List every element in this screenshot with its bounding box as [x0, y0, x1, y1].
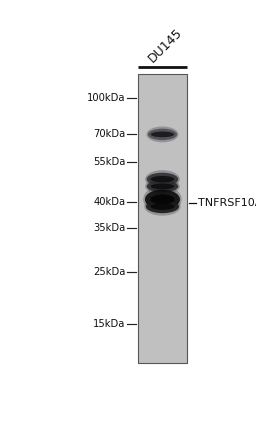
Text: 70kDa: 70kDa — [93, 129, 126, 139]
Text: 15kDa: 15kDa — [93, 319, 126, 329]
Text: 55kDa: 55kDa — [93, 157, 126, 167]
Ellipse shape — [151, 176, 174, 182]
Text: 35kDa: 35kDa — [93, 223, 126, 233]
Ellipse shape — [145, 170, 180, 188]
Ellipse shape — [147, 173, 178, 186]
Ellipse shape — [150, 195, 175, 204]
Text: 100kDa: 100kDa — [87, 93, 126, 103]
Bar — [138, 74, 187, 363]
Text: 40kDa: 40kDa — [93, 197, 126, 207]
Ellipse shape — [143, 186, 182, 213]
Ellipse shape — [145, 179, 180, 194]
Text: TNFRSF10A: TNFRSF10A — [198, 198, 256, 208]
Text: 25kDa: 25kDa — [93, 267, 126, 276]
Ellipse shape — [151, 131, 174, 137]
Ellipse shape — [147, 181, 178, 192]
Ellipse shape — [151, 204, 174, 210]
Ellipse shape — [148, 129, 177, 140]
Ellipse shape — [146, 126, 178, 142]
Ellipse shape — [146, 200, 179, 213]
Ellipse shape — [151, 184, 174, 189]
Text: DU145: DU145 — [146, 26, 185, 65]
Ellipse shape — [145, 190, 180, 209]
Ellipse shape — [144, 198, 181, 216]
